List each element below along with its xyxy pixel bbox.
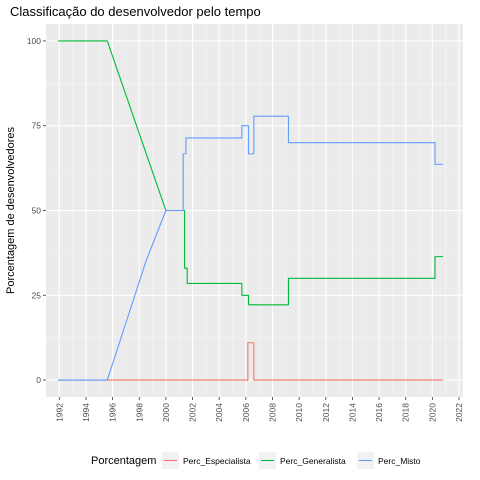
x-tick-label: 1994 (81, 403, 91, 422)
x-tick-label: 1996 (108, 403, 118, 422)
x-tick-label: 2012 (321, 403, 331, 422)
x-tick-label: 2014 (347, 403, 357, 422)
x-tick-label: 2010 (294, 403, 304, 422)
y-tick-label: 75 (32, 121, 42, 131)
x-tick-label: 1992 (54, 403, 64, 422)
legend-label: Perc_Misto (378, 456, 421, 466)
y-axis: 0 25 50 75 100 (27, 36, 46, 385)
x-tick-label: 2008 (267, 403, 277, 422)
x-tick-label: 2020 (427, 403, 437, 422)
chart-title: Classificação do desenvolvedor pelo temp… (10, 4, 261, 19)
legend-label: Perc_Especialista (183, 456, 251, 466)
legend: Porcentagem Perc_Especialista Perc_Genera… (91, 452, 421, 469)
y-axis-title: Porcentagem de desenvolvedores (5, 127, 17, 294)
y-tick-label: 100 (27, 36, 41, 46)
x-tick-label: 2016 (374, 403, 384, 422)
x-tick-label: 2000 (161, 403, 171, 422)
y-tick-label: 50 (32, 206, 42, 216)
x-tick-label: 2002 (188, 403, 198, 422)
legend-title: Porcentagem (91, 455, 156, 467)
x-tick-label: 2004 (214, 403, 224, 422)
y-tick-label: 0 (36, 375, 41, 385)
y-tick-label: 25 (32, 290, 42, 300)
x-tick-label: 2006 (241, 403, 251, 422)
x-axis: 1992 1994 1996 1998 2000 2002 2004 2006 2008 2010… (54, 397, 464, 422)
x-tick-label: 1998 (134, 403, 144, 422)
x-tick-label: 2022 (454, 403, 464, 422)
x-tick-label: 2018 (401, 403, 411, 422)
legend-label: Perc_Generalista (280, 456, 346, 466)
